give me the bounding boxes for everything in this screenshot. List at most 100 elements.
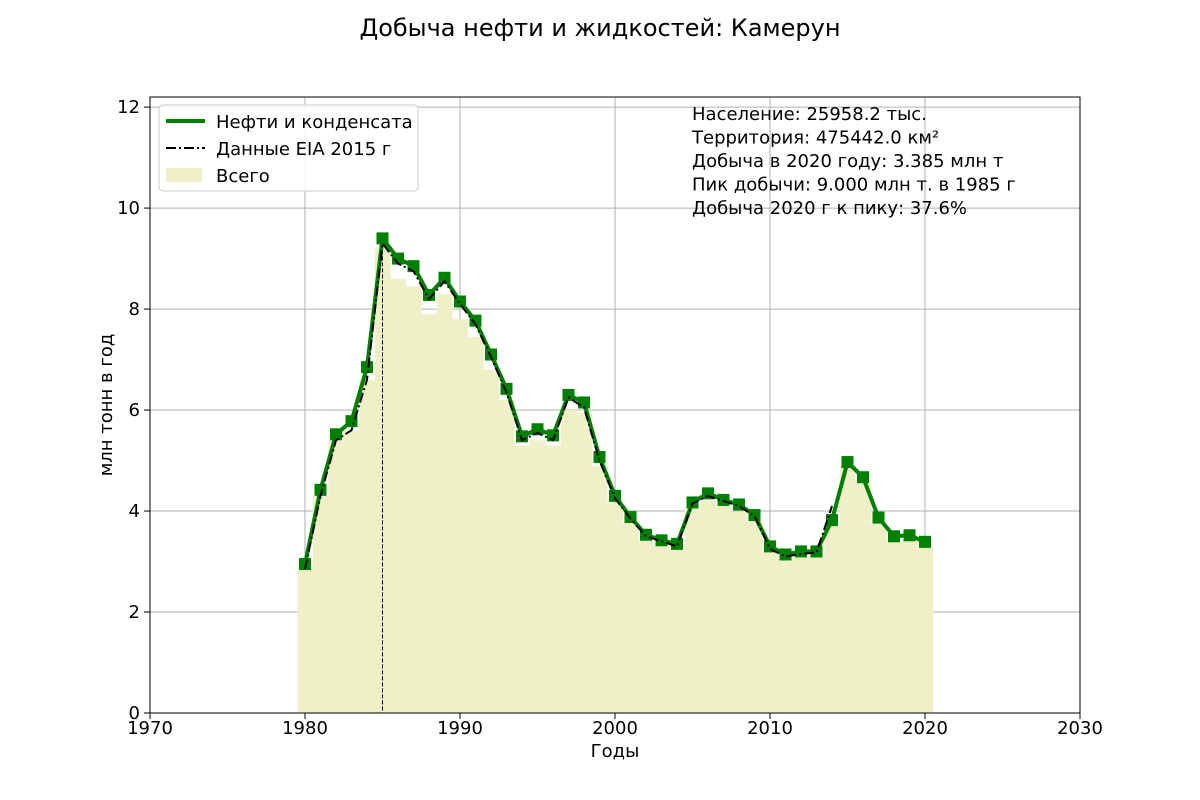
total-bar [405,286,422,713]
oil-point [857,471,869,484]
y-axis-ticks: 0 2 4 6 8 10 12 [117,97,150,724]
info-box: Население: 25958.2 тыс. Территория: 47544… [691,104,1016,219]
oil-point [438,271,451,284]
total-bar [483,369,500,713]
total-bar [669,548,686,713]
legend-label: Данные EIA 2015 г [216,139,391,160]
total-bar [638,541,655,713]
oil-point [888,530,900,543]
total-bar [870,523,887,713]
total-bar [359,379,376,713]
oil-point [872,511,885,524]
total-bar [452,319,469,713]
total-bar [715,505,732,713]
total-bar [855,483,872,713]
total-bar [607,503,624,713]
oil-point [593,451,606,464]
total-bar [746,521,763,713]
total-bar [886,541,903,713]
oil-point [919,535,931,548]
total-bar [731,512,748,713]
total-bar [297,569,314,713]
oil-point [361,361,373,374]
total-bar [653,546,670,713]
oil-point [748,509,761,522]
info-line: Добыча в 2020 году: 3.385 млн т [692,151,1003,172]
info-line: Территория: 475442.0 км² [691,128,939,149]
total-bar [421,314,438,713]
oil-point [531,423,544,436]
oil-point [609,489,621,502]
oil-point [562,388,575,401]
total-bar [808,556,825,713]
legend-label: Нефти и конденсата [216,112,413,133]
oil-point [578,396,590,409]
x-tick-label: 1990 [437,718,483,739]
oil-point [299,558,311,571]
total-bar [700,500,717,713]
total-bar [839,465,856,713]
total-bar [824,526,841,713]
oil-point [392,252,404,265]
oil-point [454,295,466,308]
total-bar [762,551,779,713]
total-bar [529,440,546,713]
x-tick-label: 2000 [592,718,638,739]
y-tick-label: 8 [129,299,140,320]
y-tick-label: 0 [129,703,140,724]
legend-total-swatch [166,168,202,182]
oil-point [314,483,327,496]
oil-point [841,456,854,469]
oil-point [376,232,389,245]
x-tick-label: 1980 [282,718,328,739]
x-axis-ticks: 1970 1980 1990 2000 2010 2020 2030 [127,713,1103,739]
x-tick-label: 2020 [902,718,948,739]
total-bar [498,399,515,713]
y-tick-label: 2 [129,602,140,623]
total-bar [560,410,577,713]
x-axis-label: Годы [591,741,640,762]
chart-title: Добыча нефти и жидкостей: Камерун [359,14,840,42]
total-bar [343,430,360,713]
x-tick-label: 2030 [1057,718,1103,739]
total-bar [390,278,407,713]
x-tick-label: 1970 [127,718,173,739]
legend-label: Всего [216,166,270,187]
total-bar [328,440,345,713]
total-bar [436,293,453,713]
oil-point [423,288,435,301]
total-bars [297,248,934,713]
x-tick-label: 2010 [747,718,793,739]
total-bar [576,412,593,713]
info-line: Население: 25958.2 тыс. [692,104,927,125]
oil-point [903,529,916,542]
total-bar [545,445,562,713]
total-bar [312,495,329,713]
y-tick-label: 4 [129,501,140,522]
legend-box [158,104,419,192]
oil-point [469,314,482,327]
oil-point [330,428,342,441]
eia-line [304,240,833,570]
legend: Нефти и конденсата Данные EIA 2015 г Всего [158,104,419,192]
y-tick-label: 6 [129,400,140,421]
total-bar [591,465,608,713]
total-bar [917,546,934,713]
total-bar [793,556,810,713]
grid [149,97,1081,714]
info-line: Пик добычи: 9.000 млн т. в 1985 г [692,175,1016,196]
oil-point [779,548,792,561]
total-bar [777,559,794,713]
y-tick-label: 10 [117,198,140,219]
total-bar [901,540,918,713]
total-bar [684,508,701,713]
y-axis-label: млн тонн в год [96,334,117,477]
series-lines [299,232,931,571]
total-bar [467,336,484,713]
total-bar [514,445,531,713]
oil-point [795,545,807,558]
y-tick-label: 12 [117,97,140,118]
info-line: Добыча 2020 г к пику: 37.6% [692,198,967,219]
total-bar [622,523,639,713]
